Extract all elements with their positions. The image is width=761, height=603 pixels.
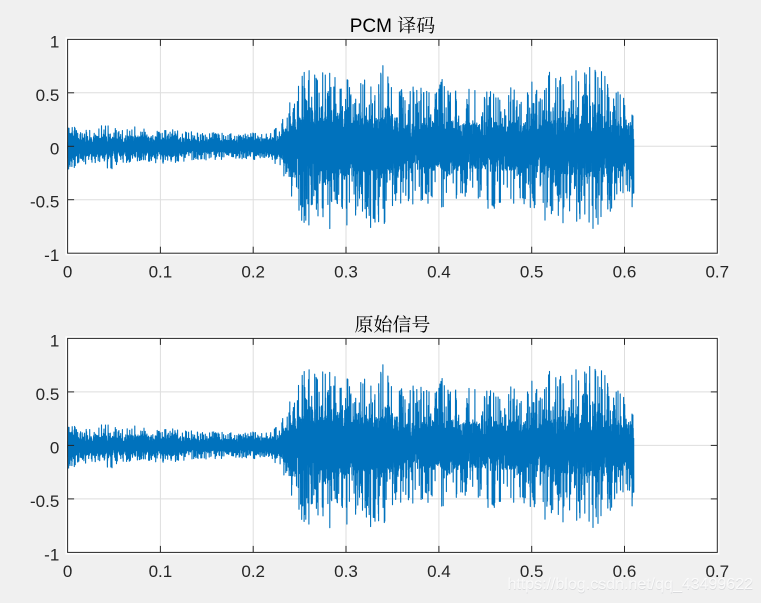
svg-text:0.4: 0.4 bbox=[427, 562, 451, 581]
svg-text:1: 1 bbox=[50, 331, 59, 350]
svg-text:0.6: 0.6 bbox=[613, 562, 637, 581]
svg-text:0: 0 bbox=[50, 139, 59, 158]
svg-text:0.2: 0.2 bbox=[241, 562, 265, 581]
svg-text:https://blog.csdn.net/qq_43499: https://blog.csdn.net/qq_43499622 bbox=[508, 577, 754, 594]
svg-text:0.7: 0.7 bbox=[705, 263, 729, 282]
svg-text:-0.5: -0.5 bbox=[30, 193, 59, 212]
svg-text:0.1: 0.1 bbox=[149, 263, 173, 282]
svg-text:0.6: 0.6 bbox=[613, 263, 637, 282]
svg-text:0.5: 0.5 bbox=[36, 86, 60, 105]
svg-text:0: 0 bbox=[50, 438, 59, 457]
svg-text:PCM: PCM bbox=[350, 16, 392, 37]
svg-text:0: 0 bbox=[63, 562, 72, 581]
svg-text:0.1: 0.1 bbox=[149, 562, 173, 581]
svg-text:0.4: 0.4 bbox=[427, 263, 451, 282]
svg-text:1: 1 bbox=[50, 32, 59, 51]
svg-text:0.7: 0.7 bbox=[705, 562, 729, 581]
svg-text:-0.5: -0.5 bbox=[30, 492, 59, 511]
svg-text:-1: -1 bbox=[44, 545, 59, 564]
svg-text:https://blog.csdn.net/qq_43499: https://blog.csdn.net/qq_43499622 bbox=[507, 576, 753, 593]
svg-text:0.2: 0.2 bbox=[241, 263, 265, 282]
svg-text:0: 0 bbox=[63, 263, 72, 282]
svg-text:0.5: 0.5 bbox=[520, 562, 544, 581]
svg-text:0.5: 0.5 bbox=[520, 263, 544, 282]
svg-text:0.5: 0.5 bbox=[36, 385, 60, 404]
svg-text:-1: -1 bbox=[44, 246, 59, 265]
svg-text:0.3: 0.3 bbox=[334, 562, 358, 581]
svg-text:0.3: 0.3 bbox=[334, 263, 358, 282]
